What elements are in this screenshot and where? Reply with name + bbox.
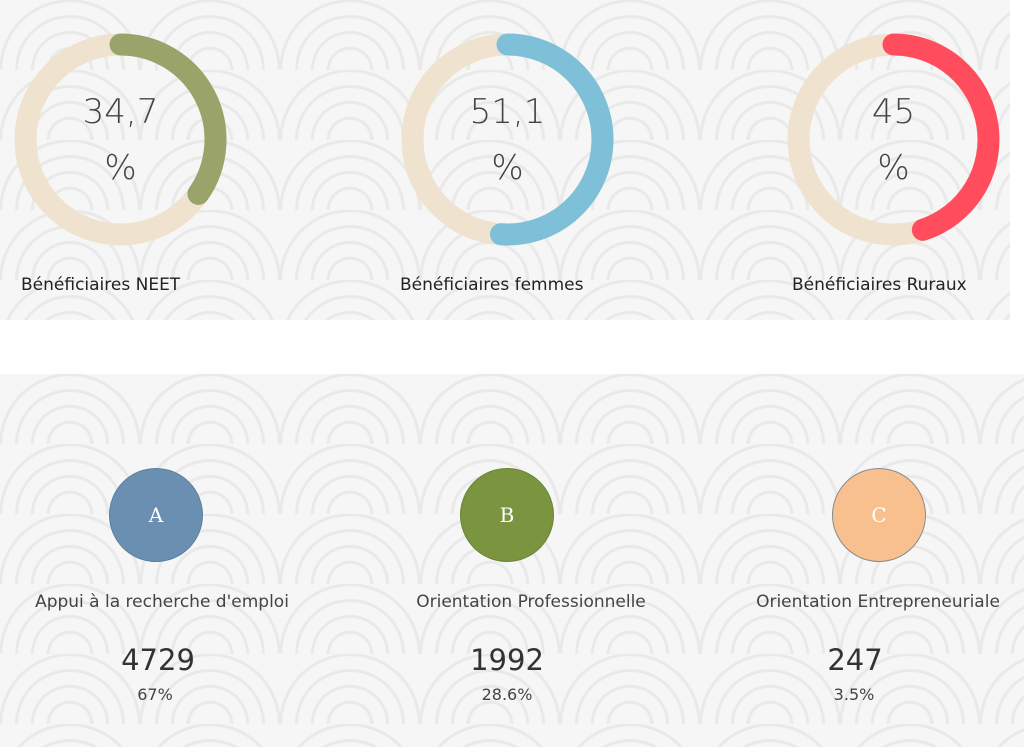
- donut-value-arc: [109, 33, 227, 205]
- donut-svg-femmes: [401, 33, 614, 246]
- donut-value-arc: [882, 33, 1000, 241]
- stat-count-professionnelle: 1992: [470, 643, 544, 677]
- badge-b-icon: B: [460, 468, 554, 562]
- donut-chart-femmes: 51,1 %: [400, 32, 615, 247]
- donut-label-neet: Bénéficiaires NEET: [21, 275, 181, 295]
- stat-title-professionnelle: Orientation Professionnelle: [416, 592, 646, 612]
- donut-value-ruraux: 45 %: [871, 91, 916, 188]
- donut-chart-ruraux: 45 %: [786, 32, 1001, 247]
- stat-percent-professionnelle: 28.6%: [481, 685, 533, 704]
- donut-value-arc: [489, 33, 614, 246]
- donut-label-femmes: Bénéficiaires femmes: [400, 275, 584, 295]
- donut-svg-ruraux: [787, 33, 1000, 246]
- stat-count-entrepreneuriale: 247: [827, 643, 883, 677]
- donut-value-neet: 34,7 %: [82, 91, 159, 188]
- stat-title-emploi: Appui à la recherche d'emploi: [35, 592, 289, 612]
- badge-c-icon: C: [832, 468, 926, 562]
- stat-title-entrepreneuriale: Orientation Entrepreneuriale: [756, 592, 1000, 612]
- donut-label-ruraux: Bénéficiaires Ruraux: [792, 275, 967, 295]
- stat-count-emploi: 4729: [121, 643, 195, 677]
- donut-chart-neet: 34,7 %: [13, 32, 228, 247]
- donut-svg-neet: [14, 33, 227, 246]
- badge-a-icon: A: [109, 468, 203, 562]
- stat-percent-entrepreneuriale: 3.5%: [833, 685, 875, 704]
- stat-percent-emploi: 67%: [137, 685, 173, 704]
- donut-value-femmes: 51,1 %: [469, 91, 546, 188]
- services-panel: [0, 374, 1024, 747]
